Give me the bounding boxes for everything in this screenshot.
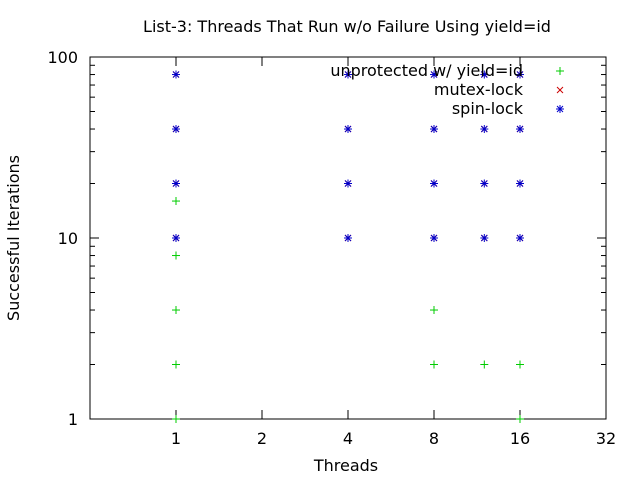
legend-label: unprotected w/ yield=id bbox=[330, 61, 523, 80]
data-point bbox=[172, 197, 180, 206]
x-axis-label: Threads bbox=[313, 456, 378, 475]
y-axis-label: Successful Iterations bbox=[4, 155, 23, 321]
data-point bbox=[172, 234, 180, 242]
x-tick-label: 4 bbox=[343, 429, 353, 448]
data-point bbox=[480, 360, 489, 369]
data-point bbox=[344, 179, 352, 188]
data-point bbox=[430, 179, 438, 188]
y-tick-label: 10 bbox=[58, 229, 78, 248]
data-point bbox=[516, 70, 524, 79]
y-tick-label: 1 bbox=[68, 410, 78, 429]
x-axis-ticks: 1 2 4 8 16 32 bbox=[171, 57, 616, 448]
data-series bbox=[172, 70, 524, 423]
y-tick-label: 100 bbox=[47, 48, 78, 67]
data-point bbox=[516, 360, 524, 369]
x-tick-label: 1 bbox=[171, 429, 181, 448]
series-unprotected-w-yield-id bbox=[172, 197, 524, 423]
data-point bbox=[430, 70, 438, 79]
data-point bbox=[516, 125, 524, 134]
data-point bbox=[516, 234, 524, 242]
x-tick-label: 2 bbox=[257, 429, 267, 448]
data-point bbox=[430, 306, 438, 315]
legend-label: spin-lock bbox=[452, 99, 524, 118]
x-tick-label: 8 bbox=[429, 429, 439, 448]
data-point bbox=[172, 360, 180, 369]
legend: unprotected w/ yield=idmutex-lockspin-lo… bbox=[330, 61, 564, 118]
data-point bbox=[480, 125, 489, 134]
data-point bbox=[172, 306, 180, 315]
series-spin-lock bbox=[172, 70, 524, 242]
y-axis-ticks: 1 10 100 bbox=[47, 48, 606, 429]
data-point bbox=[172, 179, 180, 188]
data-point bbox=[172, 251, 180, 260]
data-point bbox=[172, 125, 180, 134]
data-point bbox=[430, 125, 438, 134]
legend-marker bbox=[556, 67, 564, 75]
data-point bbox=[344, 125, 352, 134]
chart-title: List-3: Threads That Run w/o Failure Usi… bbox=[143, 17, 551, 36]
x-tick-label: 16 bbox=[510, 429, 530, 448]
data-point bbox=[480, 234, 489, 242]
legend-label: mutex-lock bbox=[434, 80, 524, 99]
data-point bbox=[344, 70, 352, 79]
data-point bbox=[480, 70, 489, 79]
data-point bbox=[516, 179, 524, 188]
data-point bbox=[344, 234, 352, 242]
data-point bbox=[516, 415, 524, 423]
data-point bbox=[172, 415, 180, 423]
data-point bbox=[430, 234, 438, 242]
data-point bbox=[430, 360, 438, 369]
data-point bbox=[172, 70, 180, 79]
x-tick-label: 32 bbox=[596, 429, 616, 448]
legend-marker bbox=[556, 86, 564, 94]
data-point bbox=[480, 179, 489, 188]
legend-marker bbox=[556, 105, 564, 113]
